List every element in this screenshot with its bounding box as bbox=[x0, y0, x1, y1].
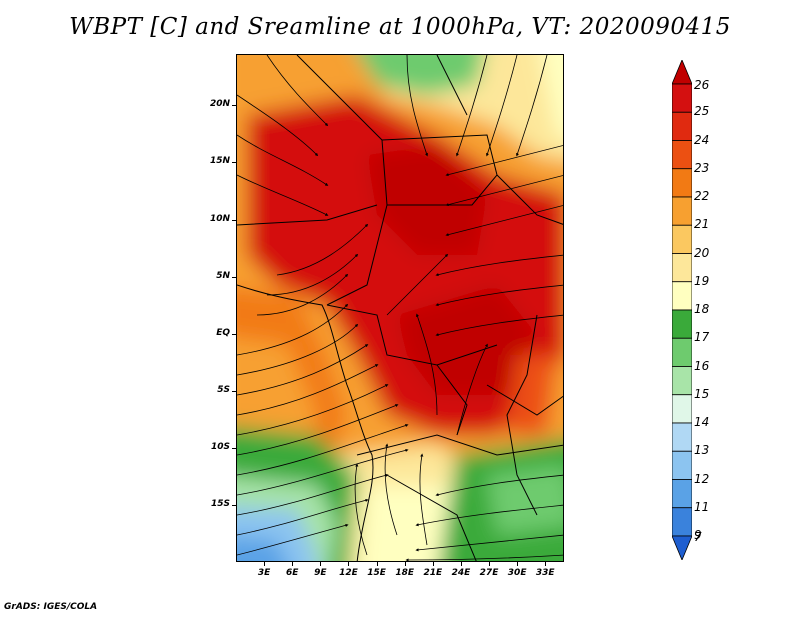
colorbar-label: 9 bbox=[694, 528, 702, 542]
lon-tick bbox=[404, 562, 406, 566]
colorbar-label: 14 bbox=[694, 415, 710, 429]
lat-tick bbox=[232, 390, 236, 392]
colorbar-top-triangle bbox=[672, 60, 692, 85]
colorbar-label: 22 bbox=[694, 189, 710, 203]
colorbar-box bbox=[672, 168, 692, 198]
lon-tick bbox=[348, 562, 350, 566]
colorbar-box bbox=[672, 394, 692, 424]
colorbar-box bbox=[672, 281, 692, 311]
wbpt-map bbox=[236, 54, 564, 562]
lat-label: 15S bbox=[210, 498, 230, 509]
map-canvas bbox=[237, 55, 563, 561]
lon-tick bbox=[432, 562, 434, 566]
colorbar-label: 7 bbox=[694, 530, 702, 544]
lon-tick bbox=[489, 562, 491, 566]
lon-label: 12E bbox=[339, 568, 358, 578]
colorbar-label: 26 bbox=[694, 78, 710, 92]
colorbar-label: 24 bbox=[694, 132, 710, 147]
wbpt-shading bbox=[237, 55, 563, 561]
colorbar-box bbox=[672, 140, 692, 170]
colorbar-label: 19 bbox=[694, 273, 710, 288]
lon-label: 33E bbox=[535, 568, 555, 578]
credit-text: GrADS: IGES/COLA bbox=[4, 602, 98, 612]
lat-tick bbox=[232, 219, 236, 221]
colorbar-box bbox=[672, 507, 692, 537]
colorbar-box bbox=[672, 479, 692, 509]
lon-label: 6E bbox=[286, 568, 299, 578]
lon-label: 15E bbox=[367, 568, 386, 578]
lon-tick bbox=[376, 562, 378, 566]
lon-label: 9E bbox=[314, 568, 327, 578]
colorbar-label: 21 bbox=[694, 217, 710, 232]
lon-label: 27E bbox=[479, 568, 499, 578]
lat-tick bbox=[232, 504, 236, 506]
lon-tick bbox=[545, 562, 547, 566]
lat-label: 20N bbox=[209, 99, 230, 110]
colorbar-label: 12 bbox=[694, 471, 710, 486]
colorbar-label: 23 bbox=[694, 160, 710, 175]
colorbar-bottom-triangle bbox=[672, 535, 692, 560]
lon-label: 30E bbox=[507, 568, 527, 578]
colorbar-box bbox=[672, 422, 692, 452]
lat-label: EQ bbox=[216, 327, 230, 338]
lon-tick bbox=[517, 562, 519, 566]
lat-tick bbox=[232, 105, 236, 107]
colorbar-label: 20 bbox=[694, 245, 710, 260]
colorbar-label: 18 bbox=[694, 302, 710, 316]
colorbar-box bbox=[672, 253, 692, 283]
country-borders bbox=[237, 55, 563, 561]
colorbar-box bbox=[672, 366, 692, 396]
lat-label: 10S bbox=[210, 441, 230, 452]
lon-tick bbox=[460, 562, 462, 566]
colorbar-box bbox=[672, 309, 692, 339]
map-title: WBPT [C] and Sreamline at 1000hPa, VT: 2… bbox=[69, 14, 731, 40]
lon-tick bbox=[264, 562, 266, 566]
colorbar-box bbox=[672, 450, 692, 480]
lon-tick bbox=[320, 562, 322, 566]
colorbar-box bbox=[672, 196, 692, 226]
streamlines bbox=[237, 55, 563, 561]
colorbar-label: 11 bbox=[694, 499, 710, 514]
lon-tick bbox=[292, 562, 294, 566]
lon-label: 3E bbox=[257, 568, 271, 578]
colorbar-label: 16 bbox=[694, 358, 710, 373]
lon-label: 21E bbox=[423, 568, 443, 578]
colorbar-label: 15 bbox=[694, 386, 710, 401]
lat-tick bbox=[232, 162, 236, 164]
colorbar-box bbox=[672, 83, 692, 113]
colorbar bbox=[672, 60, 692, 560]
lon-label: 18E bbox=[395, 568, 415, 578]
lat-label: 15N bbox=[209, 156, 230, 167]
colorbar-box bbox=[672, 337, 692, 367]
lat-tick bbox=[232, 276, 236, 278]
lon-label: 24E bbox=[451, 568, 471, 578]
lat-label: 5N bbox=[216, 270, 230, 281]
lat-label: 5S bbox=[217, 384, 230, 395]
colorbar-label: 25 bbox=[694, 104, 710, 119]
lat-label: 10N bbox=[209, 213, 230, 224]
colorbar-label: 13 bbox=[694, 443, 710, 458]
lat-tick bbox=[232, 447, 236, 449]
colorbar-box bbox=[672, 224, 692, 254]
lat-tick bbox=[232, 333, 236, 335]
colorbar-label: 17 bbox=[694, 330, 710, 345]
colorbar-box bbox=[672, 111, 692, 141]
